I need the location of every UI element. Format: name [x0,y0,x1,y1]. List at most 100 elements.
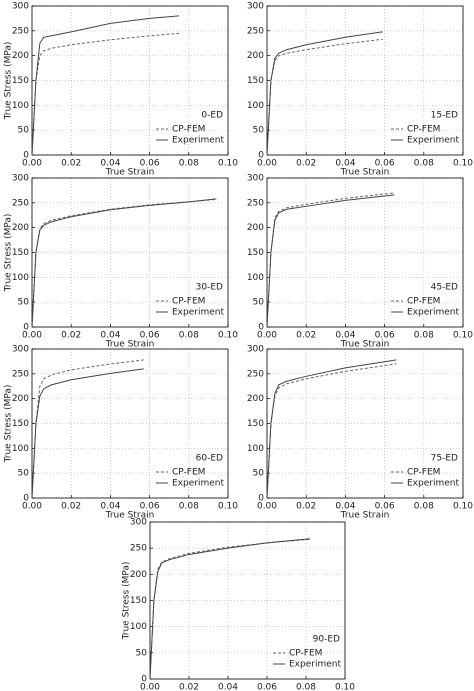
y-tick-label: 250 [12,198,29,208]
x-tick-label: 0.02 [61,159,81,169]
y-tick-label: 100 [247,273,264,283]
y-tick-label: 150 [12,419,29,429]
series-line [31,368,144,499]
x-axis-label: True Strain [340,168,390,178]
x-tick-label: 0.10 [453,159,473,169]
y-tick-label: 300 [12,174,29,184]
x-tick-label: 0.10 [453,331,473,341]
y-tick-label: 50 [18,126,30,136]
y-tick-label: 300 [130,518,147,528]
legend-label: CP-FEM [289,649,322,659]
y-tick-label: 0 [23,151,29,161]
y-tick-label: 200 [12,51,29,61]
y-tick-label: 100 [12,101,29,111]
y-tick-label: 300 [247,174,264,184]
y-axis-label: True Stress (MPa) [4,385,14,464]
x-tick-label: 0.00 [257,502,277,512]
x-tick-label: 0.10 [335,683,355,691]
x-tick-label: 0.10 [218,159,238,169]
x-tick-label: 0.00 [257,159,277,169]
x-tick-label: 0.04 [100,159,120,169]
x-tick-label: 0.06 [375,159,395,169]
series-line [266,194,395,328]
y-tick-label: 100 [130,622,147,632]
y-tick-label: 300 [12,345,29,355]
x-tick-label: 0.08 [414,331,434,341]
y-axis-label: True Stress (MPa) [122,562,132,641]
y-axis-label: True Stress (MPa) [4,42,14,121]
x-tick-label: 0.08 [414,159,434,169]
x-tick-label: 0.08 [414,502,434,512]
y-tick-label: 150 [247,248,264,258]
y-tick-label: 0 [258,323,264,333]
y-tick-label: 250 [247,369,264,379]
legend-label: CP-FEM [407,468,440,478]
x-tick-label: 0.04 [100,502,120,512]
y-tick-label: 100 [12,444,29,454]
y-tick-label: 50 [253,469,265,479]
series-line [31,359,144,499]
y-tick-label: 50 [18,298,30,308]
x-tick-label: 0.06 [140,159,160,169]
x-tick-label: 0.04 [335,502,355,512]
x-axis-label: True Strain [105,511,155,521]
series-line [31,32,180,156]
x-tick-label: 0.06 [375,331,395,341]
y-tick-label: 100 [247,101,264,111]
y-tick-label: 300 [12,2,29,12]
annotation: 75-ED [431,454,458,464]
legend-label: Experiment [172,136,224,146]
y-tick-label: 200 [130,570,147,580]
x-axis-label: True Strain [105,340,155,350]
y-tick-label: 150 [130,596,147,606]
y-tick-label: 100 [247,444,264,454]
x-tick-label: 0.00 [22,502,42,512]
x-tick-label: 0.10 [453,502,473,512]
annotation: 30-ED [196,283,223,293]
x-tick-label: 0.10 [218,331,238,341]
x-tick-label: 0.04 [100,331,120,341]
series-line [266,31,383,156]
y-tick-label: 150 [12,76,29,86]
x-tick-label: 0.04 [335,331,355,341]
x-tick-label: 0.06 [375,502,395,512]
series-line [266,359,397,499]
plot-frame [31,5,229,156]
x-tick-label: 0.00 [22,331,42,341]
y-tick-label: 250 [130,544,147,554]
x-tick-label: 0.06 [140,502,160,512]
plot-frame [266,177,464,328]
x-tick-label: 0.02 [296,159,316,169]
y-tick-label: 250 [12,26,29,36]
x-tick-label: 0.08 [179,159,199,169]
y-axis-label: True Stress (MPa) [4,214,14,293]
x-tick-label: 0.02 [296,502,316,512]
series-line [266,192,395,328]
y-tick-label: 0 [141,675,147,685]
legend-label: Experiment [289,660,341,670]
series-line [149,538,310,680]
annotation: 60-ED [196,454,223,464]
y-tick-label: 50 [253,298,265,308]
x-tick-label: 0.08 [179,502,199,512]
x-tick-label: 0.08 [296,683,316,691]
x-tick-label: 0.04 [218,683,238,691]
legend-label: Experiment [407,136,459,146]
legend-label: CP-FEM [172,297,205,307]
x-tick-label: 0.06 [140,331,160,341]
x-tick-label: 0.04 [335,159,355,169]
x-axis-label: True Strain [340,340,390,350]
y-tick-label: 100 [12,273,29,283]
annotation: 15-ED [431,111,458,121]
x-tick-label: 0.02 [179,683,199,691]
y-tick-label: 300 [247,345,264,355]
x-tick-label: 0.06 [257,683,277,691]
legend-label: Experiment [407,479,459,489]
y-tick-label: 50 [253,126,265,136]
legend-label: Experiment [172,308,224,318]
y-tick-label: 150 [12,248,29,258]
series-line [266,363,397,499]
y-tick-label: 0 [23,323,29,333]
legend-label: CP-FEM [407,125,440,135]
